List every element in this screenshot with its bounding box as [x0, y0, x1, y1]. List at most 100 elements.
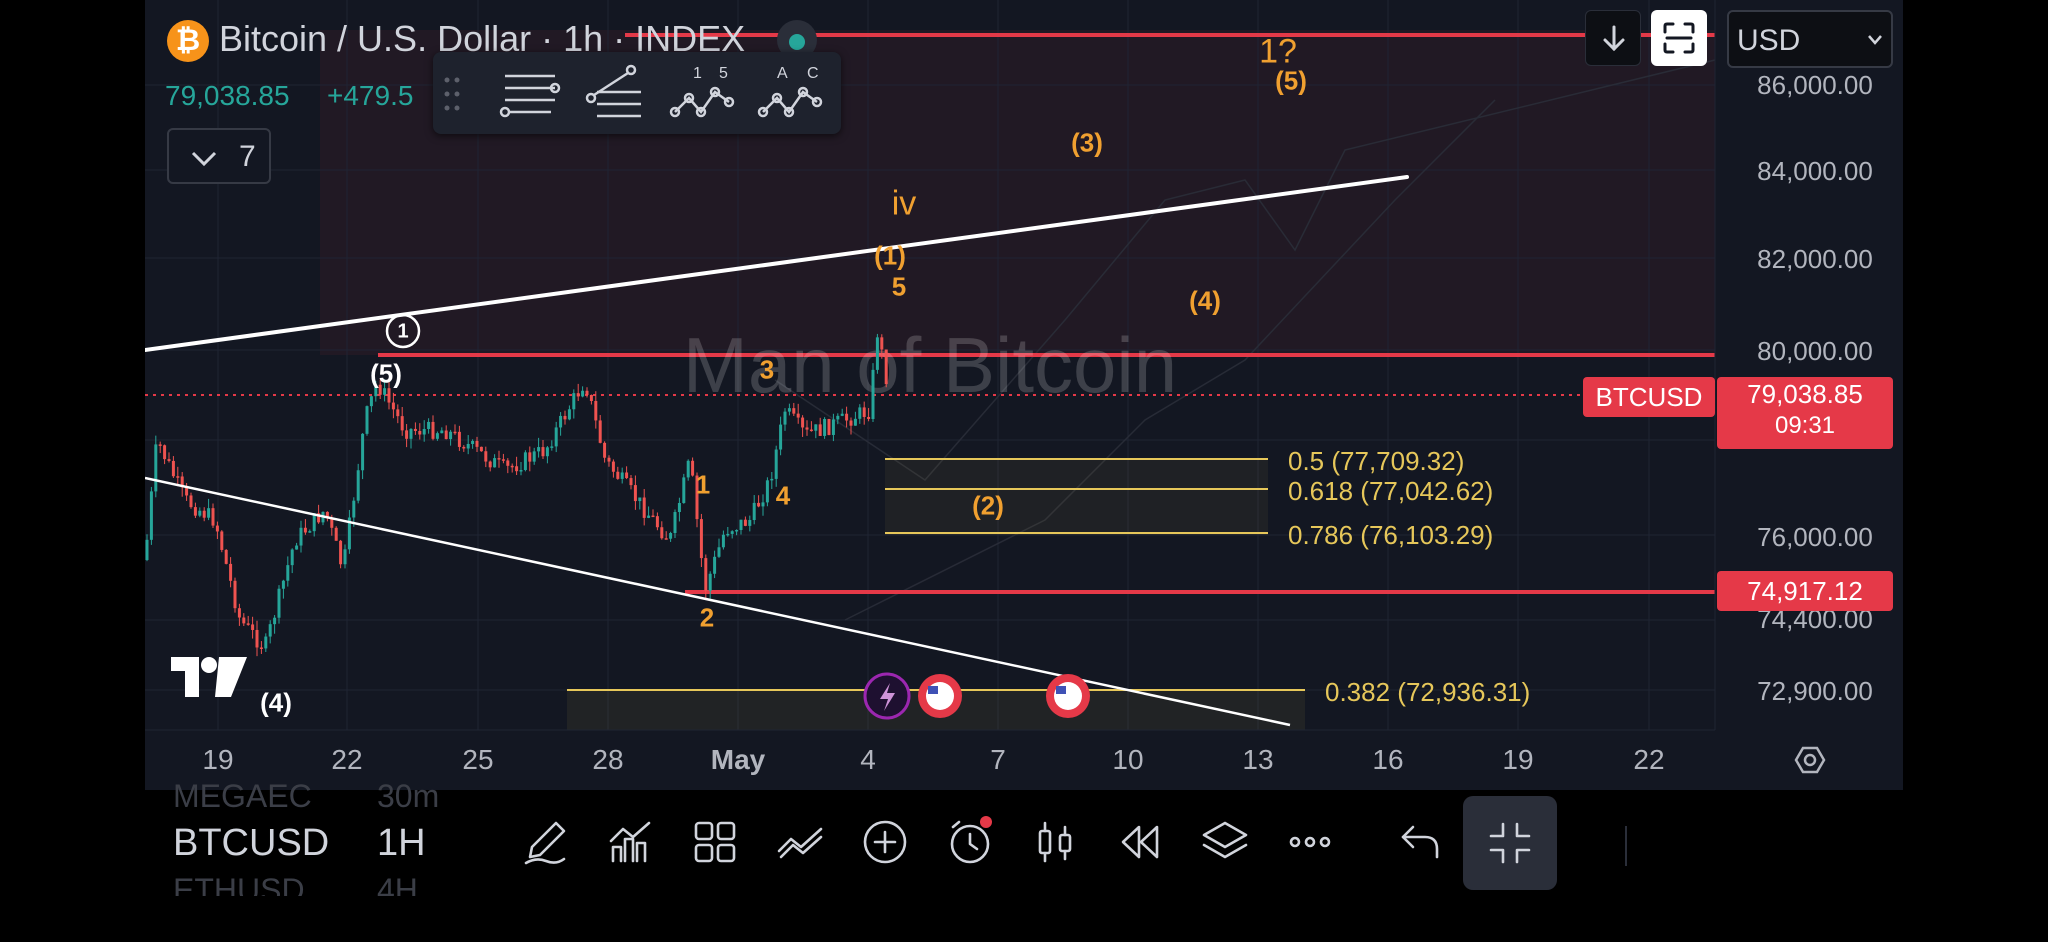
candle-body [774, 449, 778, 479]
drag-handle-icon[interactable] [441, 74, 465, 114]
y-tick: 84,000.00 [1757, 156, 1873, 186]
currency-value: USD [1737, 24, 1801, 57]
candle-type-icon[interactable] [1025, 812, 1085, 872]
toolbar-divider [1625, 826, 1627, 866]
layers-icon[interactable] [1195, 812, 1255, 872]
watchlist-interval: 1H [377, 822, 426, 864]
current-price-tag: 79,038.85 09:31 [1717, 377, 1893, 449]
candle-body [853, 418, 857, 426]
candle-body [308, 531, 312, 533]
candle-body [418, 430, 422, 435]
watchlist-item[interactable]: MEGAEC 30m [173, 778, 439, 815]
candle-body [669, 533, 673, 539]
horizontal-lines-tool-icon[interactable] [499, 62, 561, 124]
candle-body [559, 415, 563, 428]
candle-body [413, 428, 417, 431]
candle-body [792, 408, 796, 414]
indicators-toggle[interactable]: 7 [167, 128, 271, 184]
download-button[interactable] [1585, 10, 1641, 66]
candle-body [193, 507, 197, 516]
candle-body [378, 384, 382, 395]
alert-icon[interactable] [940, 812, 1000, 872]
wave-label: (5) [370, 358, 402, 389]
candle-body [831, 419, 835, 435]
candle-body [198, 510, 202, 516]
candle-body [493, 458, 497, 468]
candle-body [361, 433, 365, 471]
impulse-label-1: 1 [693, 65, 702, 82]
wave-label: 5 [891, 271, 907, 302]
candle-body [814, 424, 818, 431]
x-tick: 16 [1372, 744, 1404, 775]
fib-levels-tool-icon[interactable] [583, 62, 645, 124]
y-tick: 76,000.00 [1757, 522, 1873, 552]
wave-label: iv [891, 184, 917, 223]
x-tick: May [710, 744, 766, 775]
candle-body [779, 424, 783, 450]
candle-body [827, 418, 831, 435]
indicators-count: 7 [239, 140, 256, 173]
candle-body [255, 629, 259, 648]
wave-label: 2 [699, 602, 715, 633]
candle-body [215, 525, 219, 532]
candle-body [849, 420, 853, 426]
candle-body [149, 491, 153, 540]
candle-body [686, 460, 690, 478]
x-tick: 7 [990, 744, 1006, 775]
event-icons [863, 672, 1090, 720]
candle-body [475, 440, 479, 447]
frame-icon [1663, 22, 1695, 54]
x-tick: 22 [1633, 744, 1665, 775]
draw-icon[interactable] [515, 812, 575, 872]
watchlist-interval: 4H [377, 872, 418, 896]
candle-body [805, 427, 809, 430]
candle-body [581, 390, 585, 397]
candle-body [202, 510, 206, 518]
x-tick: 25 [462, 744, 494, 775]
candle-body [273, 617, 277, 625]
candle-body [532, 451, 536, 462]
currency-select[interactable]: USD [1727, 10, 1893, 68]
candle-body [237, 608, 241, 618]
candle-body [708, 573, 712, 591]
add-icon[interactable] [855, 812, 915, 872]
candle-body [845, 413, 849, 421]
candle-body [176, 476, 180, 478]
candle-body [233, 580, 237, 609]
candle-body [739, 519, 743, 530]
candle-body [339, 540, 343, 565]
candle-body [330, 517, 334, 528]
candle-body [660, 527, 664, 539]
screenshot-button[interactable] [1651, 10, 1707, 66]
x-tick: 10 [1112, 744, 1144, 775]
undo-icon[interactable] [1390, 812, 1450, 872]
indicators-icon[interactable] [600, 812, 660, 872]
candle-body [695, 475, 699, 520]
candle-body [880, 337, 884, 350]
candle-body [598, 420, 602, 443]
watchlist-item[interactable]: ETHUSD 4H [173, 872, 418, 896]
exit-fullscreen-icon[interactable] [1463, 796, 1557, 890]
wave-label: 1? [1259, 32, 1297, 71]
candle-body [281, 580, 285, 589]
candle-body [550, 446, 554, 448]
watchlist-item-active[interactable]: BTCUSD 1H [173, 822, 426, 865]
symbol-logo[interactable]: ₿ [167, 20, 209, 62]
candle-body [391, 402, 395, 410]
candle-body [638, 497, 642, 502]
candle-body [303, 527, 307, 533]
candle-body [717, 547, 721, 557]
watchlist-symbol: MEGAEC [173, 778, 312, 814]
replay-icon[interactable] [1110, 812, 1170, 872]
candle-body [369, 396, 373, 407]
candle-body [840, 413, 844, 416]
y-tick: 82,000.00 [1757, 244, 1873, 274]
drawing-tools-icon[interactable] [770, 812, 830, 872]
price-chart[interactable]: Man of Bitcoin [145, 0, 1903, 896]
tradingview-logo[interactable] [171, 655, 247, 699]
more-icon[interactable] [1280, 812, 1340, 872]
level-price-tag: 74,917.12 [1717, 571, 1893, 611]
layouts-icon[interactable] [685, 812, 745, 872]
